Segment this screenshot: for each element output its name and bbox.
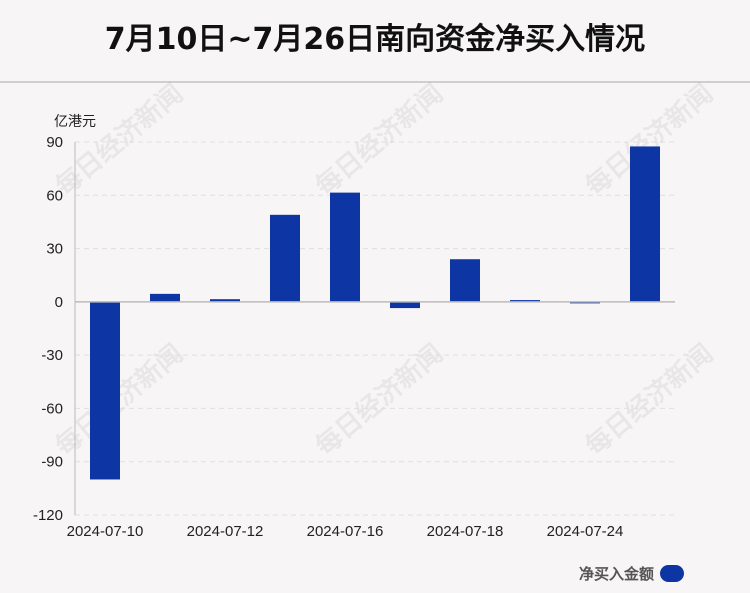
chart-title: 7月10日~7月26日南向资金净买入情况 xyxy=(104,22,646,57)
legend-label: 净买入金额 xyxy=(578,565,654,583)
y-tick-label: 90 xyxy=(46,134,63,151)
y-tick-label: -90 xyxy=(41,454,63,471)
x-tick-label: 2024-07-18 xyxy=(427,523,504,540)
x-tick-label: 2024-07-12 xyxy=(187,523,264,540)
legend-swatch xyxy=(660,565,684,582)
bar xyxy=(630,146,660,302)
title-divider xyxy=(0,81,750,83)
x-tick-label: 2024-07-16 xyxy=(307,523,384,540)
x-tick-label: 2024-07-24 xyxy=(547,523,624,540)
y-axis-unit: 亿港元 xyxy=(54,114,96,130)
bar xyxy=(450,259,480,302)
y-tick-label: 0 xyxy=(55,294,63,311)
y-tick-label: 30 xyxy=(46,241,63,258)
y-tick-label: -30 xyxy=(41,347,63,364)
bar xyxy=(150,293,180,302)
bar xyxy=(270,214,300,302)
x-tick-label: 2024-07-10 xyxy=(67,523,144,540)
bar xyxy=(390,301,420,309)
bar xyxy=(90,301,120,480)
y-tick-label: -60 xyxy=(41,400,63,417)
y-tick-label: 60 xyxy=(46,187,63,204)
bar xyxy=(510,300,540,302)
y-tick-label: -120 xyxy=(33,507,63,524)
bar xyxy=(330,192,360,302)
legend: 净买入金额 xyxy=(579,563,684,584)
bar xyxy=(210,299,240,302)
